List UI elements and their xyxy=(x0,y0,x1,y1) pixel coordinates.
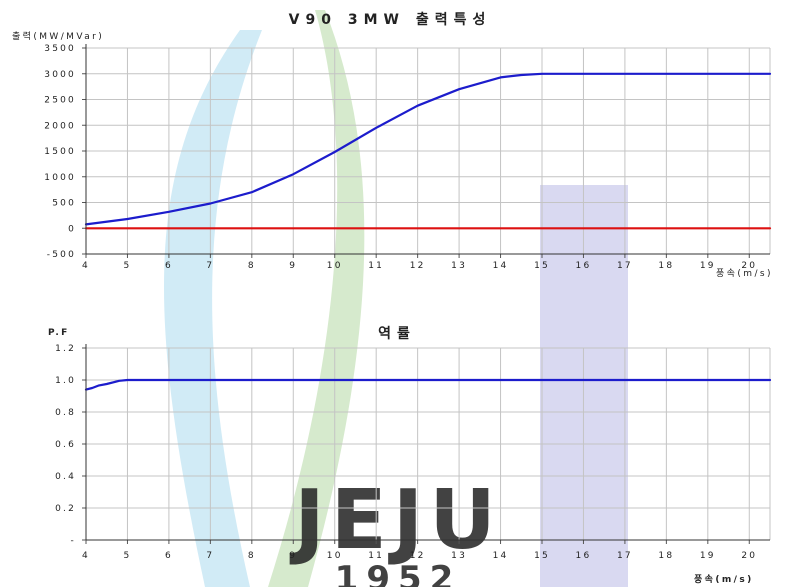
x-tick-label: 17 xyxy=(617,551,633,561)
y-tick-label: 0.2 xyxy=(55,504,76,514)
x-tick-label: 11 xyxy=(368,261,384,271)
x-axis-ticks: 4 5 6 7 8 9 10 11 12 13 14 15 16 17 18 19 20 xyxy=(82,540,757,561)
x-tick-label: 14 xyxy=(493,261,509,271)
power-factor-chart: 역률 P.F - 0.2 0.4 0.6 0.8 1.0 1.2 4 5 6 7 8 9 10 11 12 1… xyxy=(48,325,772,585)
x-tick-label: 16 xyxy=(576,551,592,561)
y-tick-label: 3000 xyxy=(44,70,76,80)
chart-title: V90 3MW 출력특성 xyxy=(289,11,492,28)
x-tick-label: 15 xyxy=(534,551,550,561)
x-tick-label: 19 xyxy=(700,551,716,561)
x-tick-label: 12 xyxy=(410,261,426,271)
x-axis-ticks: 4 5 6 7 8 9 10 11 12 13 14 15 16 17 18 19 20 xyxy=(82,254,757,271)
y-tick-label: 0 xyxy=(68,224,76,234)
x-tick-label: 15 xyxy=(534,261,550,271)
y-tick-label: 500 xyxy=(52,199,76,209)
x-tick-label: 17 xyxy=(617,261,633,271)
y-tick-label: - xyxy=(71,536,76,546)
y-tick-label: 1.0 xyxy=(55,376,76,386)
chart-title: 역률 xyxy=(378,325,416,342)
x-tick-label: 8 xyxy=(248,261,256,271)
x-tick-label: 9 xyxy=(289,261,297,271)
y-axis-label: P.F xyxy=(48,328,70,338)
y-axis-label: 출력(MW/MVar) xyxy=(12,30,104,42)
y-tick-label: 1500 xyxy=(44,147,76,157)
series-group xyxy=(84,378,772,391)
series-line xyxy=(84,72,772,226)
x-tick-label: 16 xyxy=(576,261,592,271)
x-axis-label: 풍속(m/s) xyxy=(716,268,773,279)
y-axis-ticks: -500 0 500 1000 1500 2000 2500 3000 3500 xyxy=(44,44,86,260)
x-tick-label: 4 xyxy=(82,261,90,271)
x-tick-label: 18 xyxy=(658,261,674,271)
y-tick-label: 0.4 xyxy=(55,472,76,482)
x-tick-label: 13 xyxy=(451,261,467,271)
y-tick-label: 2000 xyxy=(44,121,76,131)
x-tick-label: 10 xyxy=(327,261,343,271)
x-tick-label: 10 xyxy=(327,551,343,561)
x-tick-label: 20 xyxy=(741,551,757,561)
y-tick-label: 3500 xyxy=(44,44,76,54)
x-tick-label: 7 xyxy=(206,261,214,271)
x-tick-label: 8 xyxy=(248,551,256,561)
x-tick-label: 5 xyxy=(123,551,131,561)
axes xyxy=(85,44,770,255)
x-tick-label: 11 xyxy=(368,551,384,561)
axes xyxy=(85,344,770,541)
x-tick-label: 4 xyxy=(82,551,90,561)
y-tick-label: 0.8 xyxy=(55,408,76,418)
x-tick-label: 14 xyxy=(493,551,509,561)
x-tick-label: 7 xyxy=(206,551,214,561)
series-line xyxy=(84,378,772,391)
x-tick-label: 20 xyxy=(741,261,757,271)
x-tick-label: 5 xyxy=(123,261,131,271)
x-tick-label: 13 xyxy=(451,551,467,561)
x-tick-label: 9 xyxy=(289,551,297,561)
x-tick-label: 12 xyxy=(410,551,426,561)
x-tick-label: 6 xyxy=(165,551,173,561)
series-group xyxy=(84,72,772,230)
x-tick-label: 19 xyxy=(700,261,716,271)
y-axis-ticks: - 0.2 0.4 0.6 0.8 1.0 1.2 xyxy=(55,344,86,546)
x-tick-label: 18 xyxy=(658,551,674,561)
x-tick-label: 6 xyxy=(165,261,173,271)
y-tick-label: 0.6 xyxy=(55,440,76,450)
grid xyxy=(85,47,771,255)
power-curve-chart: V90 3MW 출력특성 출력(MW/MVar) -500 0 500 1000 150… xyxy=(12,11,773,279)
y-tick-label: 1.2 xyxy=(55,344,76,354)
y-tick-label: 1000 xyxy=(44,173,76,183)
y-tick-label: 2500 xyxy=(44,96,76,106)
x-axis-label: 풍속(m/s) xyxy=(694,573,754,585)
grid xyxy=(85,347,771,541)
y-tick-label: -500 xyxy=(47,250,76,260)
